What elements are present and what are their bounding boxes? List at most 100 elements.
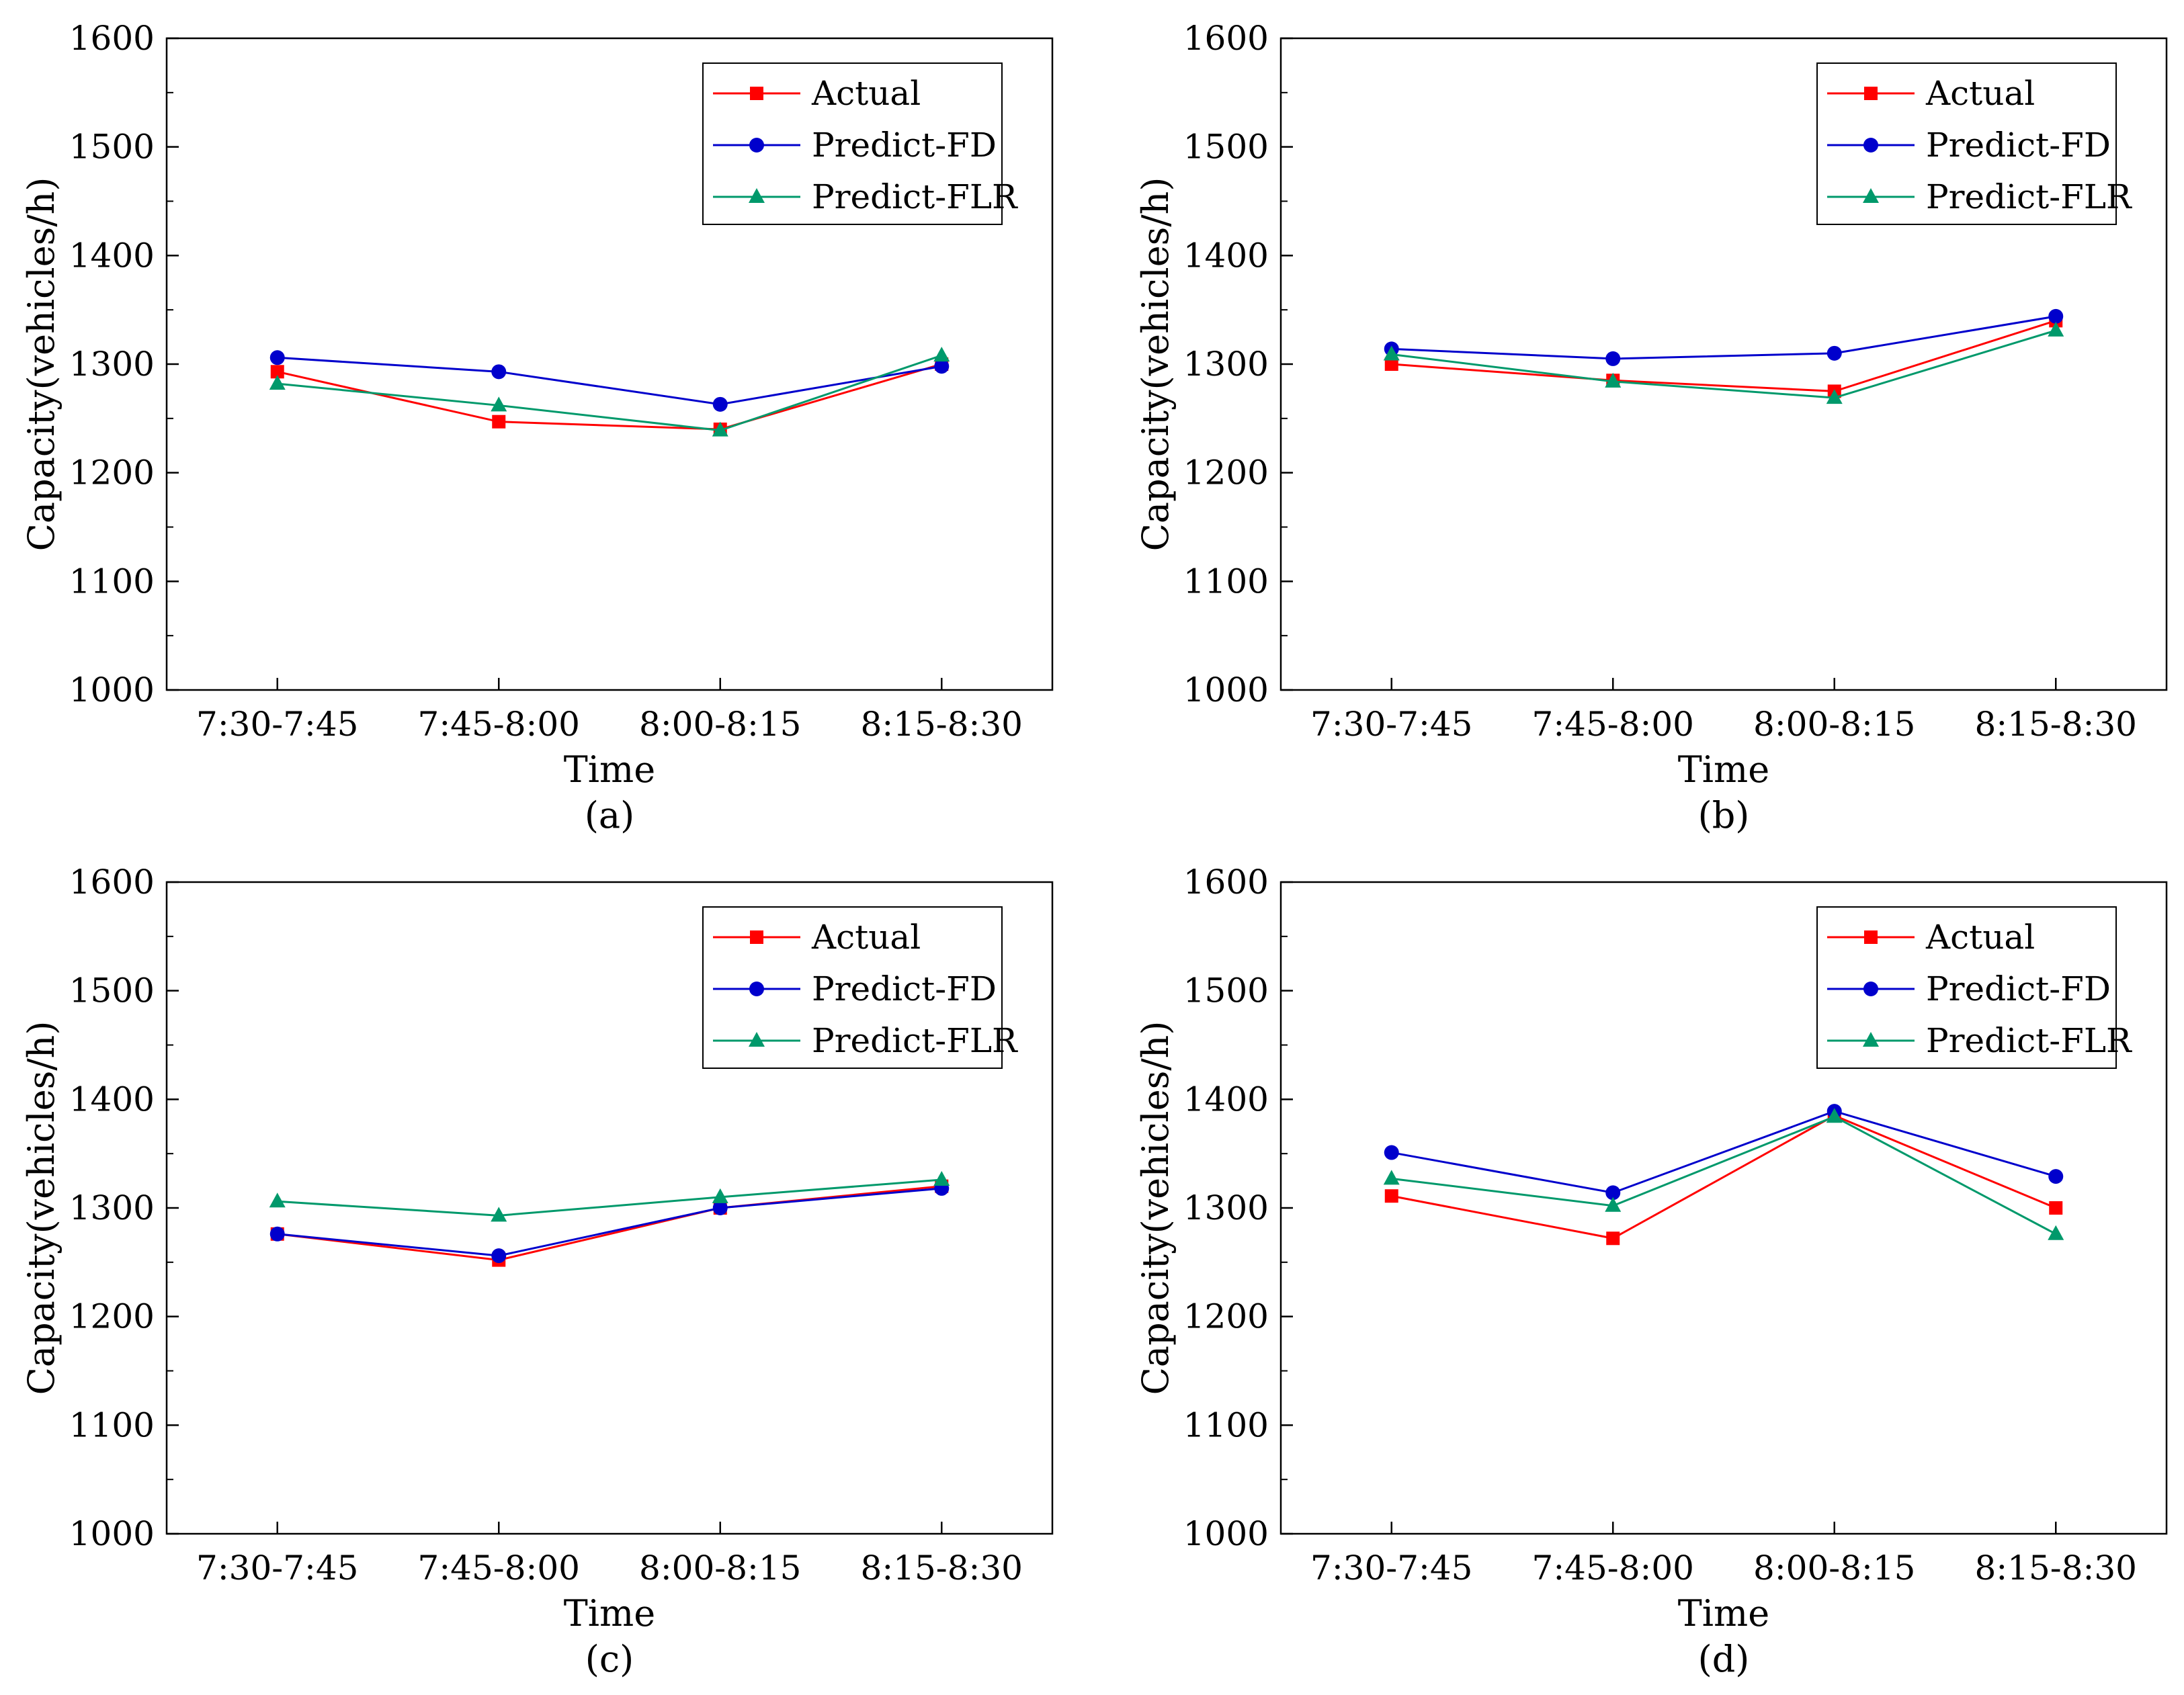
- data-point-predict-flr: [933, 1170, 950, 1186]
- legend: Actual Predict-FD Predict-FLR: [1816, 62, 2132, 225]
- x-tick-label: 7:30-7:45: [1310, 1549, 1472, 1588]
- series-line-actual: [1391, 319, 2056, 392]
- data-point-predict-flr: [933, 347, 950, 362]
- x-axis-title: Time: [564, 748, 655, 791]
- legend-marker-predict-fd: [749, 982, 764, 996]
- data-point-predict-fd: [491, 1248, 507, 1264]
- legend-label-predict-flr: Predict-FLR: [812, 177, 1018, 216]
- legend-marker-predict-flr: [1863, 1032, 1879, 1047]
- y-tick-label: 1000: [69, 670, 155, 709]
- legend-label-predict-fd: Predict-FD: [812, 126, 997, 165]
- y-tick-label: 1400: [1183, 1080, 1269, 1119]
- y-tick-label: 1300: [1183, 1188, 1269, 1227]
- legend-label-predict-fd: Predict-FD: [1926, 126, 2111, 165]
- chart-panel-b: 1000 1100 1200 1300 1400 1500 1600 7:30-7:45 7:4…: [1134, 19, 2168, 836]
- y-tick-label: 1500: [1183, 971, 1269, 1010]
- data-point-predict-fd: [269, 1226, 285, 1242]
- x-tick-label: 8:15-8:30: [861, 1549, 1023, 1588]
- y-tick-label: 1500: [1183, 128, 1269, 167]
- panel-caption: (d): [1698, 1638, 1750, 1680]
- series-line-actual: [277, 1185, 942, 1262]
- legend-label-actual: Actual: [1925, 918, 2035, 957]
- x-tick-label: 7:30-7:45: [196, 705, 358, 744]
- x-tick-label: 8:15-8:30: [1975, 705, 2137, 744]
- data-point-predict-flr: [1605, 372, 1622, 388]
- data-point-predict-fd: [1605, 351, 1621, 366]
- series-line-predict-flr: [1391, 1115, 2056, 1235]
- legend: Actual Predict-FD Predict-FLR: [702, 62, 1018, 225]
- data-point-actual: [1384, 357, 1398, 371]
- y-axis-title: Capacity(vehicles/h): [20, 177, 62, 552]
- legend-marker-actual: [750, 87, 763, 100]
- data-point-predict-flr: [1826, 1108, 1843, 1123]
- x-tick-label: 8:00-8:15: [1753, 1549, 1915, 1588]
- data-point-predict-fd: [269, 350, 285, 365]
- data-point-predict-fd: [2048, 1169, 2064, 1184]
- y-tick-label: 1300: [1183, 345, 1269, 384]
- legend-marker-predict-fd: [749, 138, 764, 153]
- legend-marker-predict-flr: [749, 1032, 765, 1047]
- data-point-predict-fd: [491, 364, 507, 380]
- y-tick-label: 1000: [69, 1514, 155, 1553]
- legend-marker-predict-fd: [1863, 982, 1878, 996]
- y-tick-label: 1200: [1183, 453, 1269, 492]
- data-point-predict-flr: [1383, 1170, 1400, 1185]
- y-tick-label: 1500: [69, 128, 155, 167]
- data-point-actual: [492, 415, 506, 429]
- series-line-predict-flr: [1391, 329, 2056, 399]
- y-tick-label: 1200: [69, 1297, 155, 1336]
- series-line-predict-flr: [277, 354, 942, 432]
- y-tick-label: 1400: [69, 236, 155, 275]
- y-tick-label: 1500: [69, 971, 155, 1010]
- x-tick-label: 8:15-8:30: [861, 705, 1023, 744]
- y-tick-label: 1100: [69, 562, 155, 601]
- data-point-predict-fd: [1826, 345, 1842, 361]
- data-point-predict-flr: [2048, 321, 2064, 337]
- panel-caption: (a): [585, 794, 634, 836]
- legend-marker-predict-flr: [1863, 188, 1879, 203]
- data-point-actual: [270, 365, 284, 379]
- x-axis-title: Time: [1678, 748, 1769, 791]
- series-line-predict-fd: [277, 1187, 942, 1257]
- x-tick-label: 7:30-7:45: [196, 1549, 358, 1588]
- data-point-predict-flr: [712, 1188, 728, 1203]
- series-line-actual: [1391, 1114, 2056, 1240]
- legend-label-actual: Actual: [811, 918, 921, 957]
- legend-label-predict-fd: Predict-FD: [1926, 969, 2111, 1008]
- x-tick-label: 8:00-8:15: [1753, 705, 1915, 744]
- series-line-predict-fd: [1391, 315, 2056, 360]
- y-tick-label: 1300: [69, 345, 155, 384]
- data-point-predict-flr: [491, 1207, 507, 1222]
- y-tick-label: 1600: [69, 19, 155, 58]
- x-tick-label: 7:45-8:00: [418, 1549, 580, 1588]
- y-tick-label: 1600: [1183, 19, 1269, 58]
- legend-marker-actual: [1864, 87, 1878, 100]
- series-line-predict-fd: [1391, 1110, 2056, 1194]
- data-point-predict-flr: [712, 421, 728, 437]
- y-tick-label: 1600: [69, 863, 155, 902]
- data-point-predict-fd: [712, 1201, 728, 1215]
- legend: Actual Predict-FD Predict-FLR: [702, 906, 1018, 1069]
- y-tick-label: 1100: [1183, 562, 1269, 601]
- legend-label-predict-fd: Predict-FD: [812, 969, 997, 1008]
- chart-panel-a: 1000 1100 1200 1300 1400 1500 1600 7:30-7:45 7:4…: [20, 19, 1054, 836]
- y-tick-label: 1600: [1183, 863, 1269, 902]
- x-tick-label: 7:45-8:00: [1532, 1549, 1694, 1588]
- data-point-actual: [1384, 1189, 1398, 1203]
- series-line-actual: [277, 363, 942, 431]
- data-point-predict-fd: [712, 396, 728, 412]
- panel-caption: (c): [585, 1638, 634, 1680]
- x-tick-label: 8:15-8:30: [1975, 1549, 2137, 1588]
- chart-panel-c: 1000 1100 1200 1300 1400 1500 1600 7:30-7:45 7:4…: [20, 863, 1054, 1680]
- data-point-actual: [2049, 1201, 2063, 1215]
- y-tick-label: 1100: [69, 1405, 155, 1444]
- y-tick-label: 1300: [69, 1188, 155, 1227]
- y-axis-title: Capacity(vehicles/h): [1134, 1021, 1177, 1395]
- y-tick-label: 1200: [69, 453, 155, 492]
- data-point-predict-flr: [2048, 1225, 2064, 1240]
- data-point-actual: [1606, 1231, 1620, 1246]
- data-point-predict-flr: [1605, 1197, 1622, 1212]
- y-axis-title: Capacity(vehicles/h): [1134, 177, 1177, 552]
- y-tick-label: 1000: [1183, 1514, 1269, 1553]
